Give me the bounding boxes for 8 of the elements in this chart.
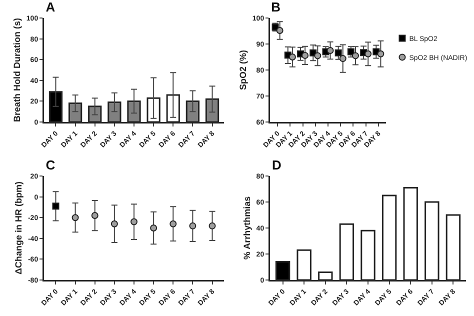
chart-title: B — [271, 0, 281, 14]
chart-title: A — [46, 0, 56, 14]
chart-title: C — [46, 157, 56, 172]
y-axis-title: % Arrhythmias — [242, 196, 252, 260]
chart-title: D — [272, 157, 282, 172]
y-axis-title: ΔChange in HR (bpm) — [14, 182, 24, 274]
y-axis-title: SpO2 (%) — [238, 50, 248, 90]
y-axis-title: Breath Hold Duration (s) — [12, 18, 22, 122]
